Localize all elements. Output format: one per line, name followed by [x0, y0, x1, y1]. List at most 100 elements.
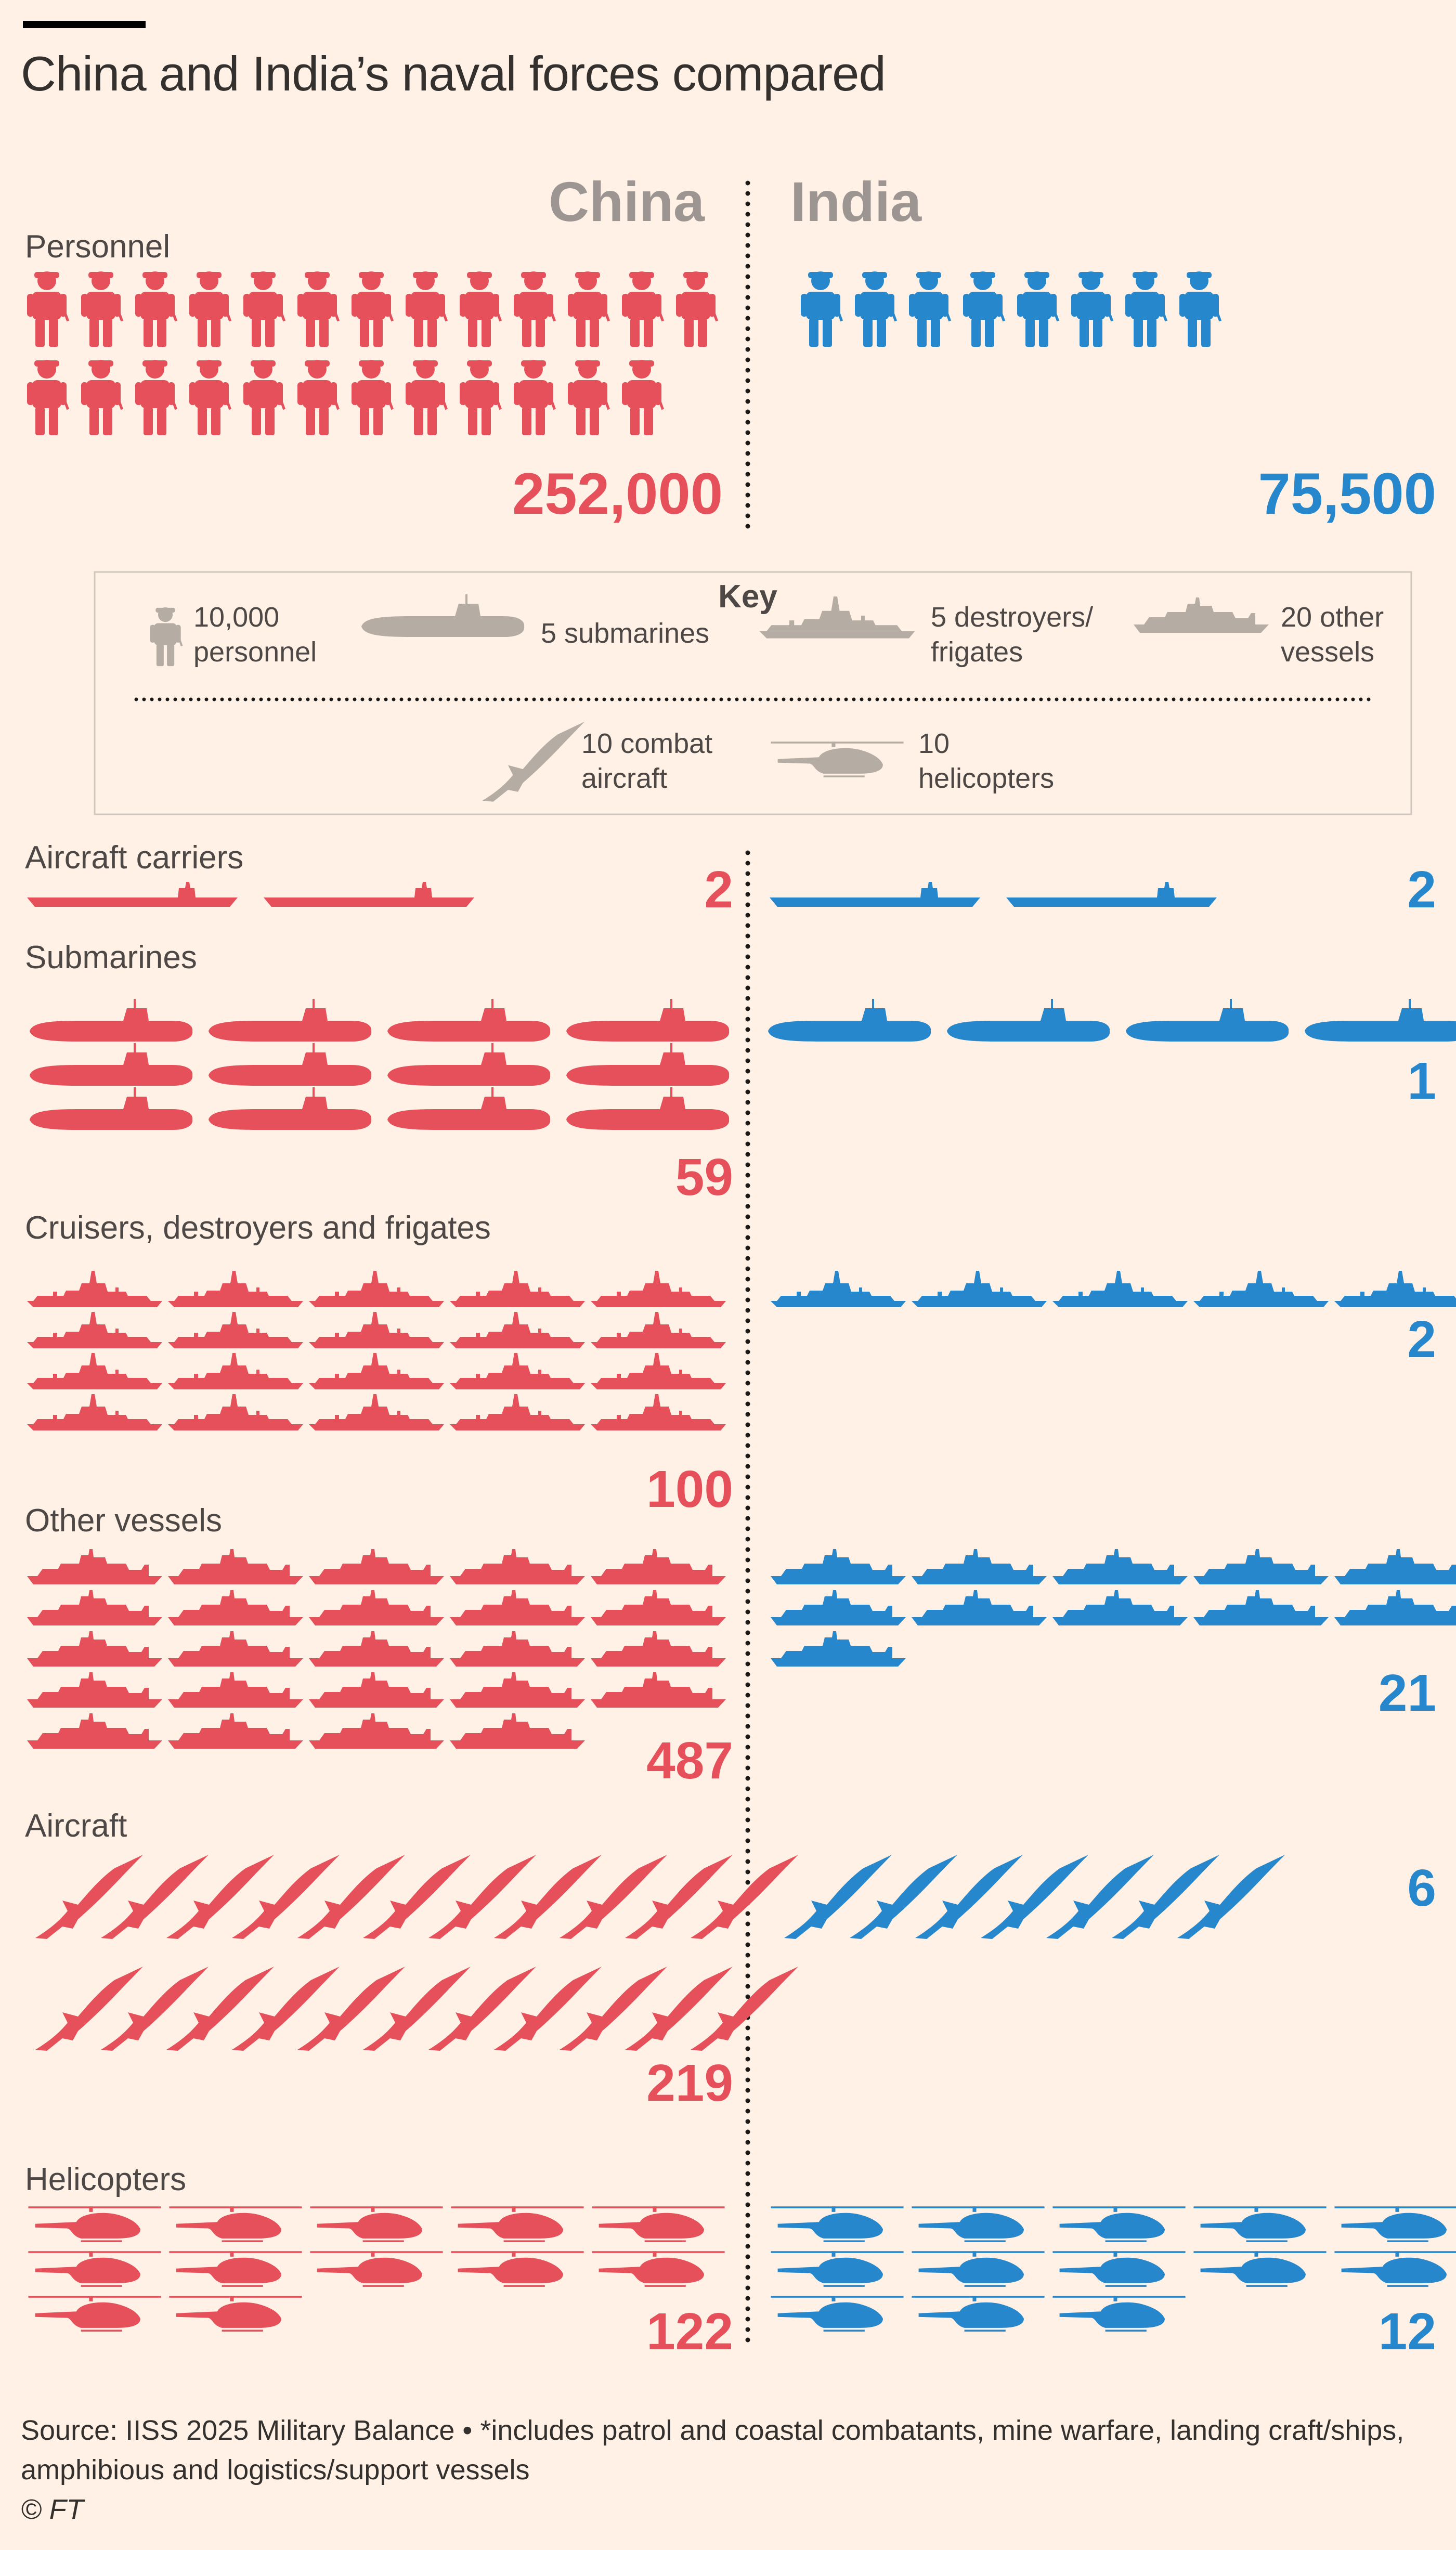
china-person-icon	[243, 360, 286, 435]
india-vessel-icon	[1334, 1590, 1456, 1625]
china-person-icon	[352, 271, 394, 347]
india-vessel-icon	[771, 1549, 906, 1584]
china-person-icon	[568, 271, 610, 347]
china-destroyer-icon	[591, 1394, 726, 1430]
china-helicopter-icon	[169, 2251, 302, 2287]
india-person-icon	[801, 271, 843, 347]
china-destroyer-icon	[591, 1312, 726, 1348]
india-header: India	[790, 170, 922, 233]
china-vessel-icon	[309, 1713, 444, 1749]
china-person-icon	[27, 360, 70, 435]
china-destroyer-icon	[309, 1353, 444, 1389]
key-label: vessels	[1281, 636, 1374, 668]
china-vessel-icon	[168, 1631, 303, 1667]
china-helicopter-icon	[310, 2251, 443, 2287]
china-vessel-icon	[309, 1631, 444, 1667]
india-person-icon	[963, 271, 1006, 347]
china-vessel-icon	[450, 1631, 585, 1667]
china-value-label: 252,000	[512, 461, 723, 526]
china-person-icon	[243, 271, 286, 347]
india-vessel-icon	[1052, 1549, 1188, 1584]
india-carrier-icon	[770, 882, 980, 907]
india-helicopter-icon	[771, 2206, 904, 2242]
key-box	[94, 571, 1412, 815]
india-vessel-icon	[1334, 1549, 1456, 1584]
china-submarine-icon	[30, 1087, 193, 1130]
india-helicopter-icon	[912, 2251, 1045, 2287]
key-title: Key	[718, 579, 777, 615]
india-person-icon	[1179, 271, 1222, 347]
china-submarine-icon	[209, 1043, 372, 1086]
china-person-icon	[189, 360, 232, 435]
china-header: China	[549, 170, 705, 233]
china-vessel-icon	[168, 1713, 303, 1749]
category-label: Helicopters	[25, 2162, 186, 2197]
india-vessel-icon	[1193, 1590, 1329, 1625]
category-label: Aircraft carriers	[25, 840, 243, 876]
china-person-icon	[81, 360, 124, 435]
china-destroyer-icon	[450, 1312, 585, 1348]
china-person-icon	[676, 271, 719, 347]
china-value-label: 2	[704, 861, 733, 919]
india-vessel-icon	[912, 1549, 1047, 1584]
india-destroyer-icon	[1334, 1271, 1456, 1307]
india-helicopter-icon	[771, 2296, 904, 2332]
ft-credit: © FT	[21, 2494, 84, 2525]
china-helicopter-icon	[169, 2296, 302, 2332]
china-submarine-icon	[387, 1043, 551, 1086]
china-destroyer-icon	[168, 1353, 303, 1389]
india-person-icon	[1071, 271, 1114, 347]
china-helicopter-icon	[592, 2206, 725, 2242]
china-destroyer-icon	[27, 1394, 162, 1430]
china-helicopter-icon	[28, 2206, 161, 2242]
china-destroyer-icon	[591, 1271, 726, 1307]
footer: Source: IISS 2025 Military Balance • *in…	[21, 2411, 1446, 2529]
india-vessel-icon	[1052, 1590, 1188, 1625]
china-destroyer-icon	[450, 1394, 585, 1430]
china-submarine-icon	[566, 1043, 730, 1086]
india-helicopter-icon	[1052, 2296, 1186, 2332]
china-person-icon	[622, 271, 665, 347]
china-person-icon	[135, 271, 178, 347]
china-person-icon	[297, 271, 340, 347]
india-submarine-icon	[1305, 999, 1456, 1042]
india-helicopter-icon	[771, 2251, 904, 2287]
category-label: Submarines	[25, 940, 197, 975]
key-label: aircraft	[581, 763, 667, 794]
china-person-icon	[406, 360, 448, 435]
india-value-label: 2	[1407, 861, 1436, 919]
category-label: Other vessels	[25, 1503, 222, 1539]
india-vessel-icon	[771, 1590, 906, 1625]
chart-title: China and India’s naval forces compared	[21, 46, 886, 101]
india-carrier-icon	[1006, 882, 1217, 907]
china-vessel-icon	[450, 1590, 585, 1625]
china-vessel-icon	[168, 1672, 303, 1708]
india-helicopter-icon	[1052, 2251, 1186, 2287]
china-value-label: 122	[646, 2302, 733, 2361]
india-destroyer-icon	[912, 1271, 1047, 1307]
category-label: Personnel	[25, 229, 170, 265]
india-helicopter-icon	[912, 2206, 1045, 2242]
china-person-icon	[514, 360, 556, 435]
india-helicopter-icon	[1334, 2206, 1456, 2242]
india-helicopter-icon	[1193, 2206, 1327, 2242]
china-person-icon	[135, 360, 178, 435]
key-label: 5 destroyers/	[931, 602, 1093, 633]
china-vessel-icon	[168, 1590, 303, 1625]
india-person-icon	[855, 271, 898, 347]
key-label: 10	[918, 728, 950, 759]
china-vessel-icon	[168, 1549, 303, 1584]
key-aircraft-icon	[482, 721, 585, 802]
china-destroyer-icon	[27, 1353, 162, 1389]
india-helicopter-icon	[912, 2296, 1045, 2332]
china-submarine-icon	[387, 999, 551, 1042]
india-helicopter-icon	[1334, 2251, 1456, 2287]
key-label: 10,000	[193, 602, 279, 633]
china-value-label: 100	[646, 1460, 733, 1518]
china-person-icon	[189, 271, 232, 347]
key-helicopter-icon	[771, 741, 904, 777]
india-destroyer-icon	[1052, 1271, 1188, 1307]
china-person-icon	[81, 271, 124, 347]
